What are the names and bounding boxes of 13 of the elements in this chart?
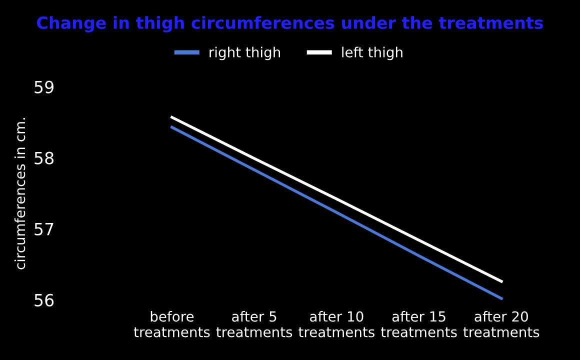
x-tick-label: before treatments — [134, 310, 210, 338]
x-tick-label: after 15 treatments — [380, 310, 457, 338]
y-tick-label: 57 — [34, 223, 54, 236]
x-tick-label: after 5 treatments — [216, 310, 292, 338]
y-tick-label: 59 — [34, 80, 54, 94]
x-tick-label: after 20 treatments — [463, 310, 540, 338]
y-tick-label: 58 — [34, 152, 54, 164]
chart-title: Change in thigh circumferences under the treatments — [37, 16, 544, 32]
legend-label: left thigh — [342, 46, 402, 60]
legend-label: right thigh — [210, 46, 280, 60]
y-axis-title: circumferences in cm. — [14, 118, 26, 270]
y-tick-label: 56 — [34, 294, 54, 306]
x-tick-label: after 10 treatments — [298, 310, 374, 338]
